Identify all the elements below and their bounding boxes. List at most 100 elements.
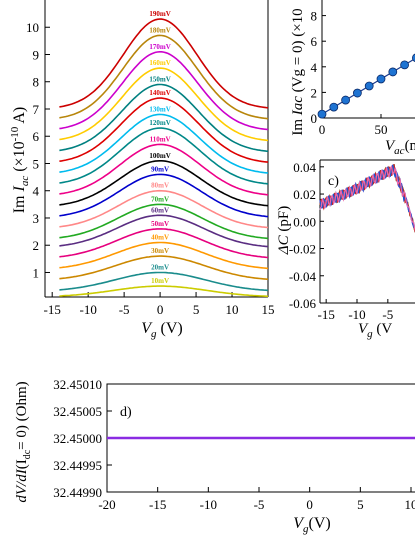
panel-a-series-label: 90mV [151,165,169,173]
panel-a: -15 -10 -5 0 5 10 15 1 2 3 4 5 6 7 8 9 10 10mV 20mV 30mV 40m… [26,0,275,317]
panel-a-series-label: 40mV [151,234,169,242]
panel-d-label: d) [120,405,132,420]
panel-a-series-line [59,143,269,196]
panel-b-ylabel: Im Iac (Vg = 0) (×10 [290,8,306,135]
panel-a-series-label: 150mV [149,75,170,83]
panel-a-ytick-label: 9 [33,47,40,62]
panel-d-ytick-label: 32.45000 [53,431,102,446]
panel-b-data-point [412,53,415,63]
panel-a-ytick-label: 5 [33,156,40,171]
panel-b-data-point [400,60,410,70]
panel-a-ytick-label: 7 [33,102,40,117]
panel-a-series-line [59,83,269,153]
panel-c-ytick-label: -0.02 [289,242,316,257]
panel-a-ytick-label: 8 [33,75,40,90]
panel-a-ytick-label: 2 [33,238,40,253]
panel-c-label: c) [328,174,339,189]
panel-c: -15-10-500.040.020.00-0.02-0.04-0.06 [289,159,415,322]
panel-d-ytick-label: 32.44990 [53,485,102,500]
panel-d-xtick-label: 5 [357,497,364,512]
panel-b-xlabel: Vac(m [385,138,415,157]
panel-a-xtick-label: 15 [262,302,275,317]
panel-a-series-line [59,97,269,163]
panel-c-ytick-label: 0.04 [293,160,316,175]
panel-b-data-point [317,109,327,119]
panel-b-data-point [329,102,339,112]
panel-a-series-line [59,255,269,281]
panel-b-data-point [352,88,362,98]
panel-d-xtick-label: 0 [306,497,313,512]
panel-a-series-label: 180mV [149,26,170,34]
panel-d-ytick-label: 32.44995 [53,458,102,473]
panel-a-series-line [59,241,269,270]
panel-b-ytick-label: 4 [311,60,318,75]
panel-a-ytick-label: 6 [33,129,40,144]
panel-b-data-point [364,81,374,91]
panel-a-series-line [59,228,269,259]
panel-d-xlabel: Vg(V) [293,515,331,535]
panel-b-xtick-label: 0 [319,122,326,137]
panel-c-ytick-label: 0.02 [293,187,316,202]
panel-a-ytick-label: 10 [26,20,39,35]
panel-d: -20 -15 -10 -5 0 5 10 32.45010 32.45005 32.45000 3… [53,377,415,512]
panel-d-xtick-label: -20 [98,497,115,512]
panel-a-series-line [59,173,269,218]
panel-c-xtick-label: -10 [348,307,365,322]
panel-a-series-label: 140mV [149,89,170,97]
panel-a-series-line [59,18,269,109]
panel-d-ylabel: dV/dI(Idc= 0) (Ohm) [14,381,33,502]
panel-c-xtick-label: -15 [317,307,334,322]
panel-a-xtick-label: 0 [157,302,164,317]
panel-a-series-line [59,127,269,185]
panel-a-series-label: 130mV [149,105,170,113]
panel-a-series-label: 30mV [151,247,169,255]
panel-a-xtick-label: -15 [44,302,61,317]
panel-b-data-point [388,67,398,77]
panel-a-series-label: 190mV [149,10,170,18]
panel-a-series-label: 20mV [151,263,169,271]
panel-a-series-line [59,271,269,292]
panel-d-xtick-label: -15 [149,497,166,512]
panel-a-series-line [59,214,269,248]
panel-b-xtick-label: 50 [375,122,388,137]
panel-c-xlabel: Vg (V [358,321,392,340]
panel-d-xtick-label: -5 [254,497,265,512]
panel-a-series-line [59,203,269,240]
panel-c-ytick-label: -0.06 [289,296,317,311]
panel-a-series-line [59,51,269,131]
panel-b-data-point [376,74,386,84]
panel-a-xtick-label: 5 [193,302,200,317]
panel-b-ytick-label: 8 [311,9,318,24]
panel-d-xtick-label: -10 [200,497,217,512]
panel-a-ytick-label: 4 [33,184,40,199]
panel-a-series-line [59,160,269,207]
panel-a-series-line [59,113,269,174]
panel-b: 0501002468 [311,0,415,137]
panel-a-series-label: 160mV [149,59,170,67]
panel-a-series-label: 80mV [151,182,169,190]
panel-c-ytick-label: 0.00 [293,214,316,229]
panel-b-ytick-label: 0 [311,111,318,126]
panel-a-series-line [59,189,269,229]
panel-c-ytick-label: -0.04 [289,269,317,284]
panel-a-series-label: 100mV [149,152,170,160]
panel-b-data-point [341,95,351,105]
panel-a-series-line [59,34,269,120]
panel-a-xtick-label: 10 [226,302,239,317]
panel-c-series-line [319,164,415,233]
panel-a-series-label: 60mV [151,206,169,214]
panel-a-ytick-label: 1 [33,265,40,280]
panel-d-ytick-label: 32.45005 [53,404,102,419]
panel-c-ylabel: ΔC (pF) [276,206,292,255]
panel-a-xtick-label: -10 [79,302,96,317]
panel-d-xtick-label: 10 [405,497,415,512]
panel-a-series-label: 70mV [151,195,169,203]
panel-c-xtick-label: -5 [382,307,393,322]
panel-b-ytick-label: 2 [311,85,318,100]
panel-a-series-label: 120mV [149,119,170,127]
panel-a-ylabel: Im Iac (×10-10 A) [9,107,31,214]
panel-d-ytick-label: 32.45010 [53,377,102,392]
panel-b-ytick-label: 6 [311,34,318,49]
panel-a-series-line [59,285,269,298]
